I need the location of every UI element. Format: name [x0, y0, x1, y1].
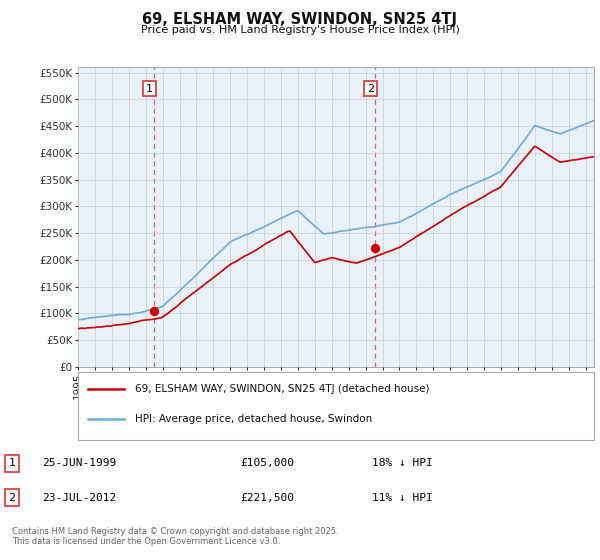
Text: 1: 1	[8, 458, 16, 468]
Text: Price paid vs. HM Land Registry's House Price Index (HPI): Price paid vs. HM Land Registry's House …	[140, 25, 460, 35]
Text: 69, ELSHAM WAY, SWINDON, SN25 4TJ: 69, ELSHAM WAY, SWINDON, SN25 4TJ	[143, 12, 458, 27]
Text: 11% ↓ HPI: 11% ↓ HPI	[372, 493, 433, 503]
Text: 23-JUL-2012: 23-JUL-2012	[42, 493, 116, 503]
Text: 2: 2	[8, 493, 16, 503]
Text: 69, ELSHAM WAY, SWINDON, SN25 4TJ (detached house): 69, ELSHAM WAY, SWINDON, SN25 4TJ (detac…	[135, 384, 429, 394]
Text: Contains HM Land Registry data © Crown copyright and database right 2025.
This d: Contains HM Land Registry data © Crown c…	[12, 526, 338, 546]
Text: 18% ↓ HPI: 18% ↓ HPI	[372, 458, 433, 468]
Point	[370, 244, 380, 253]
FancyBboxPatch shape	[78, 372, 594, 440]
Text: £105,000: £105,000	[240, 458, 294, 468]
Text: HPI: Average price, detached house, Swindon: HPI: Average price, detached house, Swin…	[135, 414, 372, 424]
Text: £221,500: £221,500	[240, 493, 294, 503]
Text: 1: 1	[146, 83, 153, 94]
Text: 2: 2	[367, 83, 374, 94]
Text: 25-JUN-1999: 25-JUN-1999	[42, 458, 116, 468]
Point	[149, 306, 158, 315]
